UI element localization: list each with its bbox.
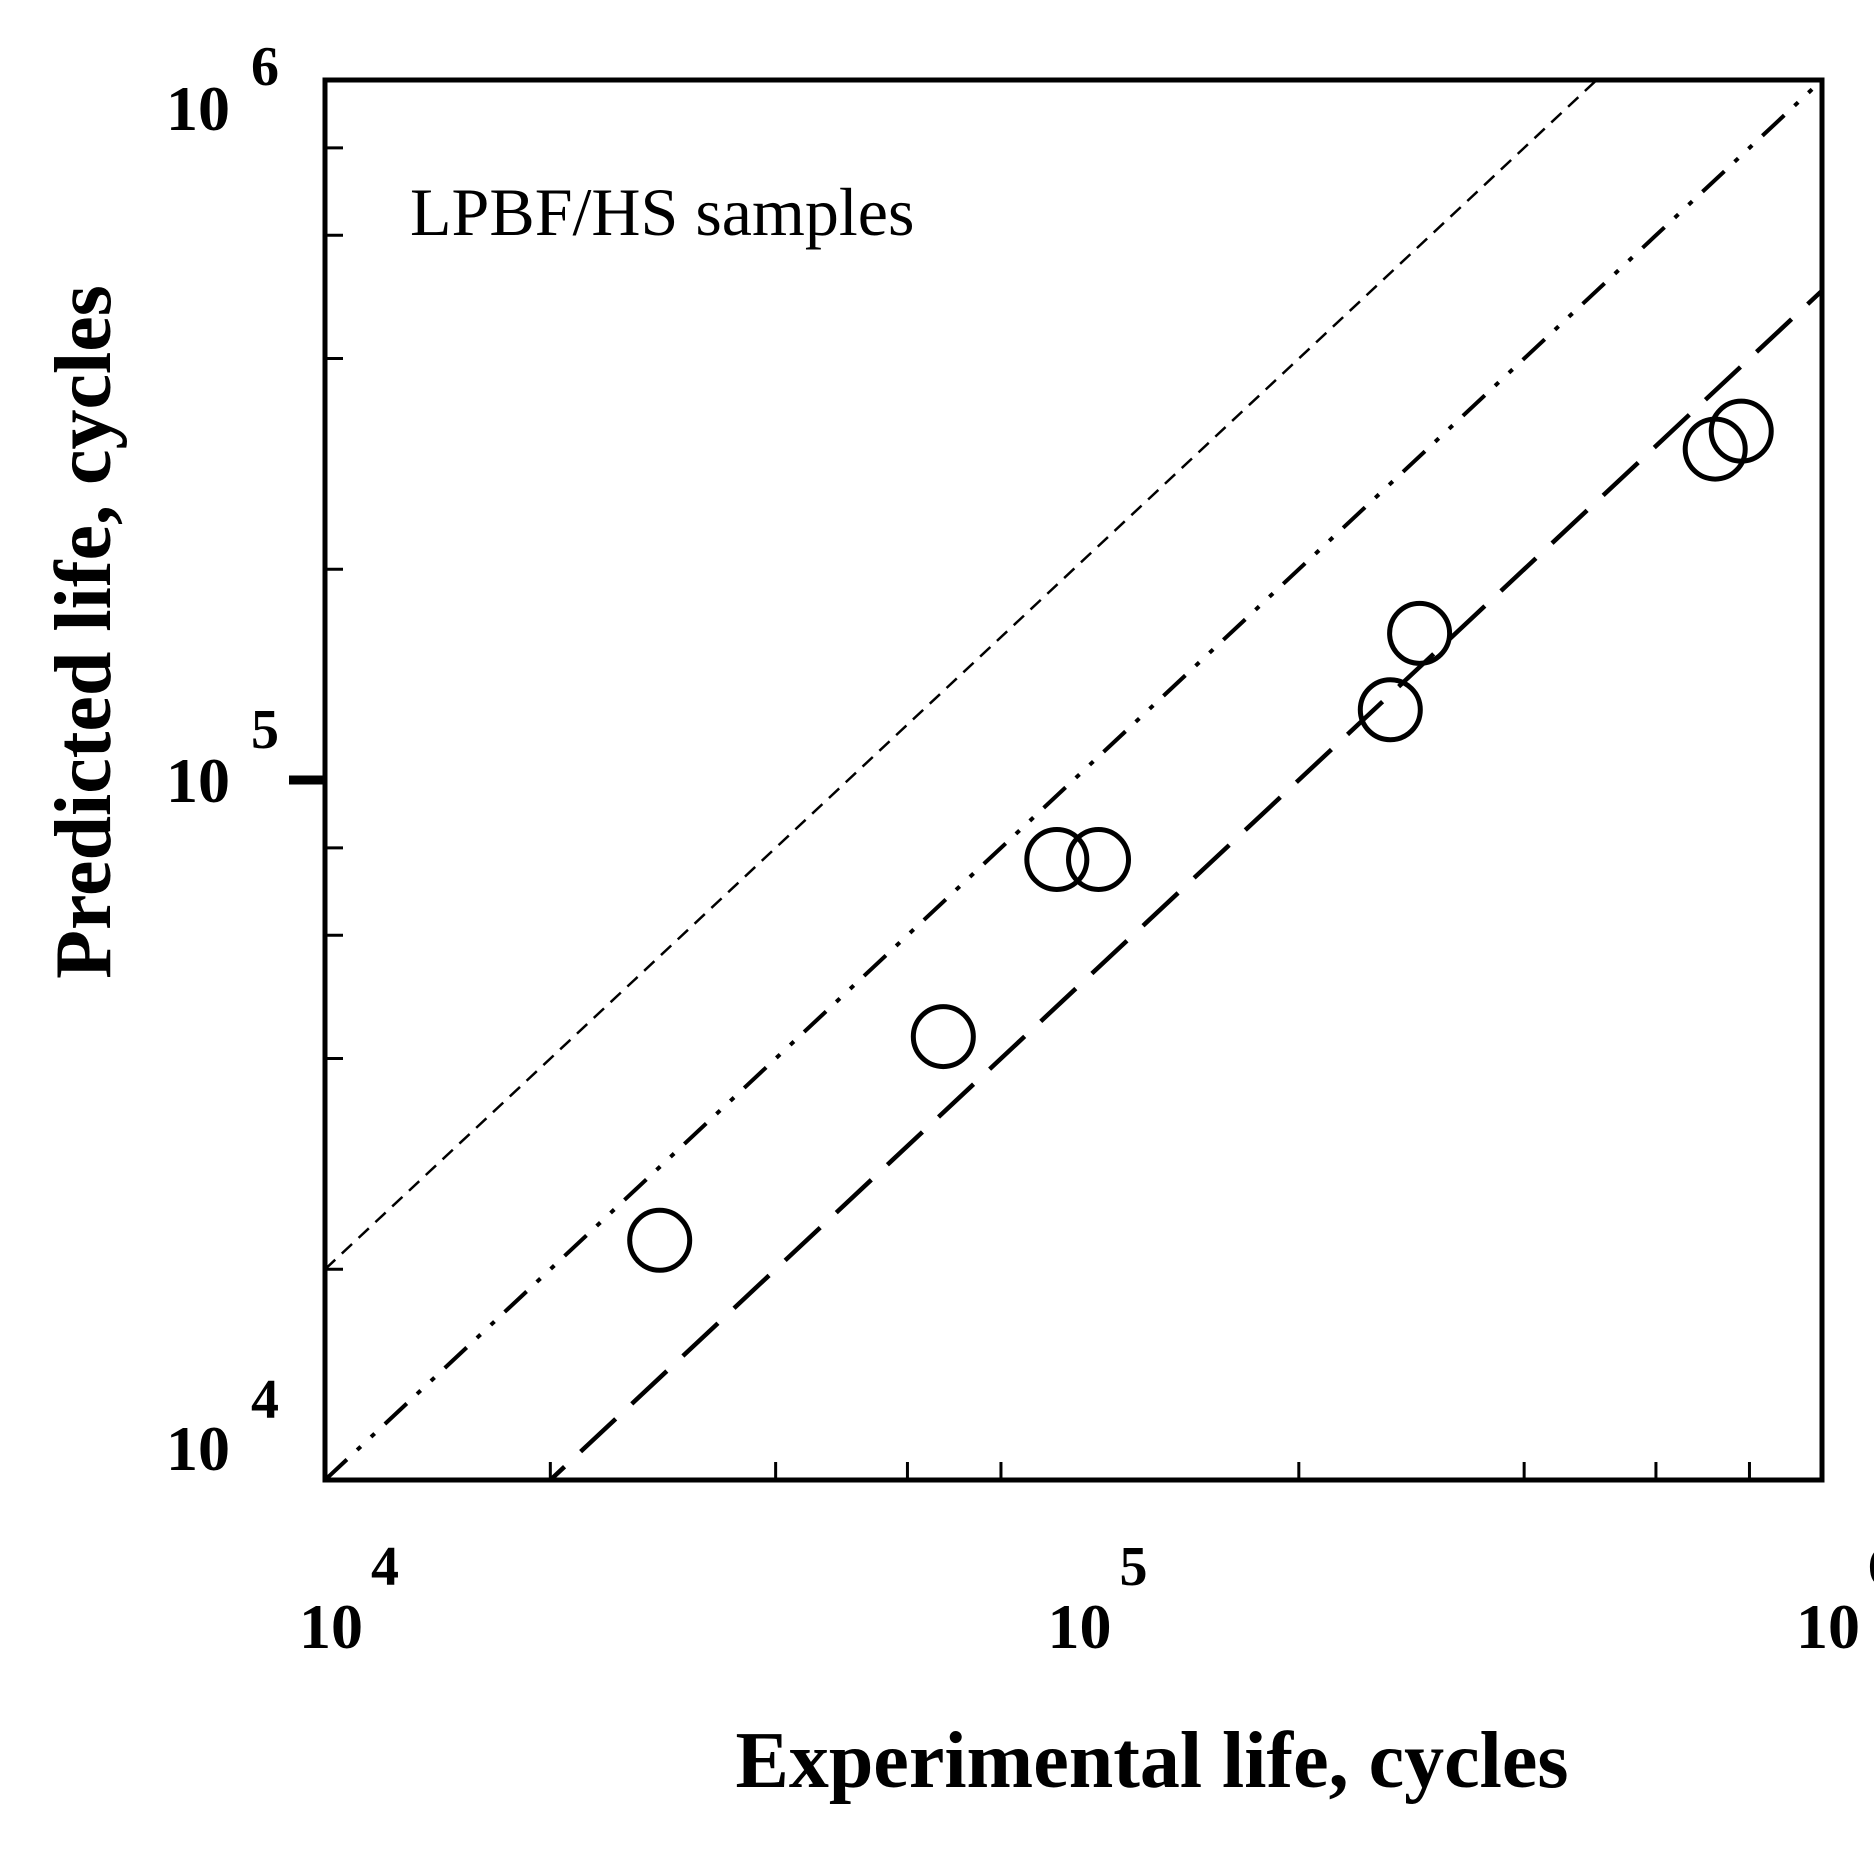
y-tick-label-exponent: 6 xyxy=(251,36,279,98)
reference-line-thin-dashed xyxy=(325,80,1599,1271)
annotation-label: LPBF/HS samples xyxy=(410,174,914,250)
data-point xyxy=(910,1004,976,1070)
x-tick-label-exponent: 5 xyxy=(1120,1536,1148,1598)
x-axis-title: Experimental life, cycles xyxy=(735,1717,1568,1805)
tick-labels: 104105106104105106 xyxy=(166,36,1874,1662)
x-tick-label-base: 10 xyxy=(1048,1591,1112,1662)
x-tick-label: 105 xyxy=(1048,1536,1148,1662)
minor-ticks xyxy=(289,146,1751,1480)
x-tick-label: 106 xyxy=(1796,1536,1874,1662)
y-axis-title: Predicted life, cycles xyxy=(40,285,128,979)
y-tick-label: 10 4 xyxy=(166,1369,279,1484)
x-tick-label: 104 xyxy=(299,1536,399,1662)
data-point xyxy=(1357,677,1423,743)
data-point xyxy=(1387,600,1453,666)
x-tick-label-exponent: 6 xyxy=(1868,1536,1874,1598)
y-tick-label: 10 6 xyxy=(166,36,279,144)
data-point xyxy=(627,1207,693,1273)
reference-line-dash-dot-dot xyxy=(325,80,1822,1480)
plot-frame xyxy=(322,77,1825,1483)
y-tick-label: 10 5 xyxy=(166,699,279,816)
data-point xyxy=(1708,398,1774,464)
reference-line-long-dashed xyxy=(547,289,1822,1480)
data-point xyxy=(1024,826,1090,892)
data-point xyxy=(1066,826,1132,892)
y-tick-label-base: 10 xyxy=(166,1413,230,1484)
y-tick-label-base: 10 xyxy=(166,73,230,144)
y-tick-label-base: 10 xyxy=(166,745,230,816)
x-tick-label-exponent: 4 xyxy=(371,1536,399,1598)
x-tick-label-base: 10 xyxy=(299,1591,363,1662)
x-tick-label-base: 10 xyxy=(1796,1591,1860,1662)
data-points xyxy=(627,398,1774,1273)
reference-lines xyxy=(325,80,1822,1480)
y-tick-label-exponent: 4 xyxy=(251,1369,279,1431)
y-tick-label-exponent: 5 xyxy=(251,699,279,761)
